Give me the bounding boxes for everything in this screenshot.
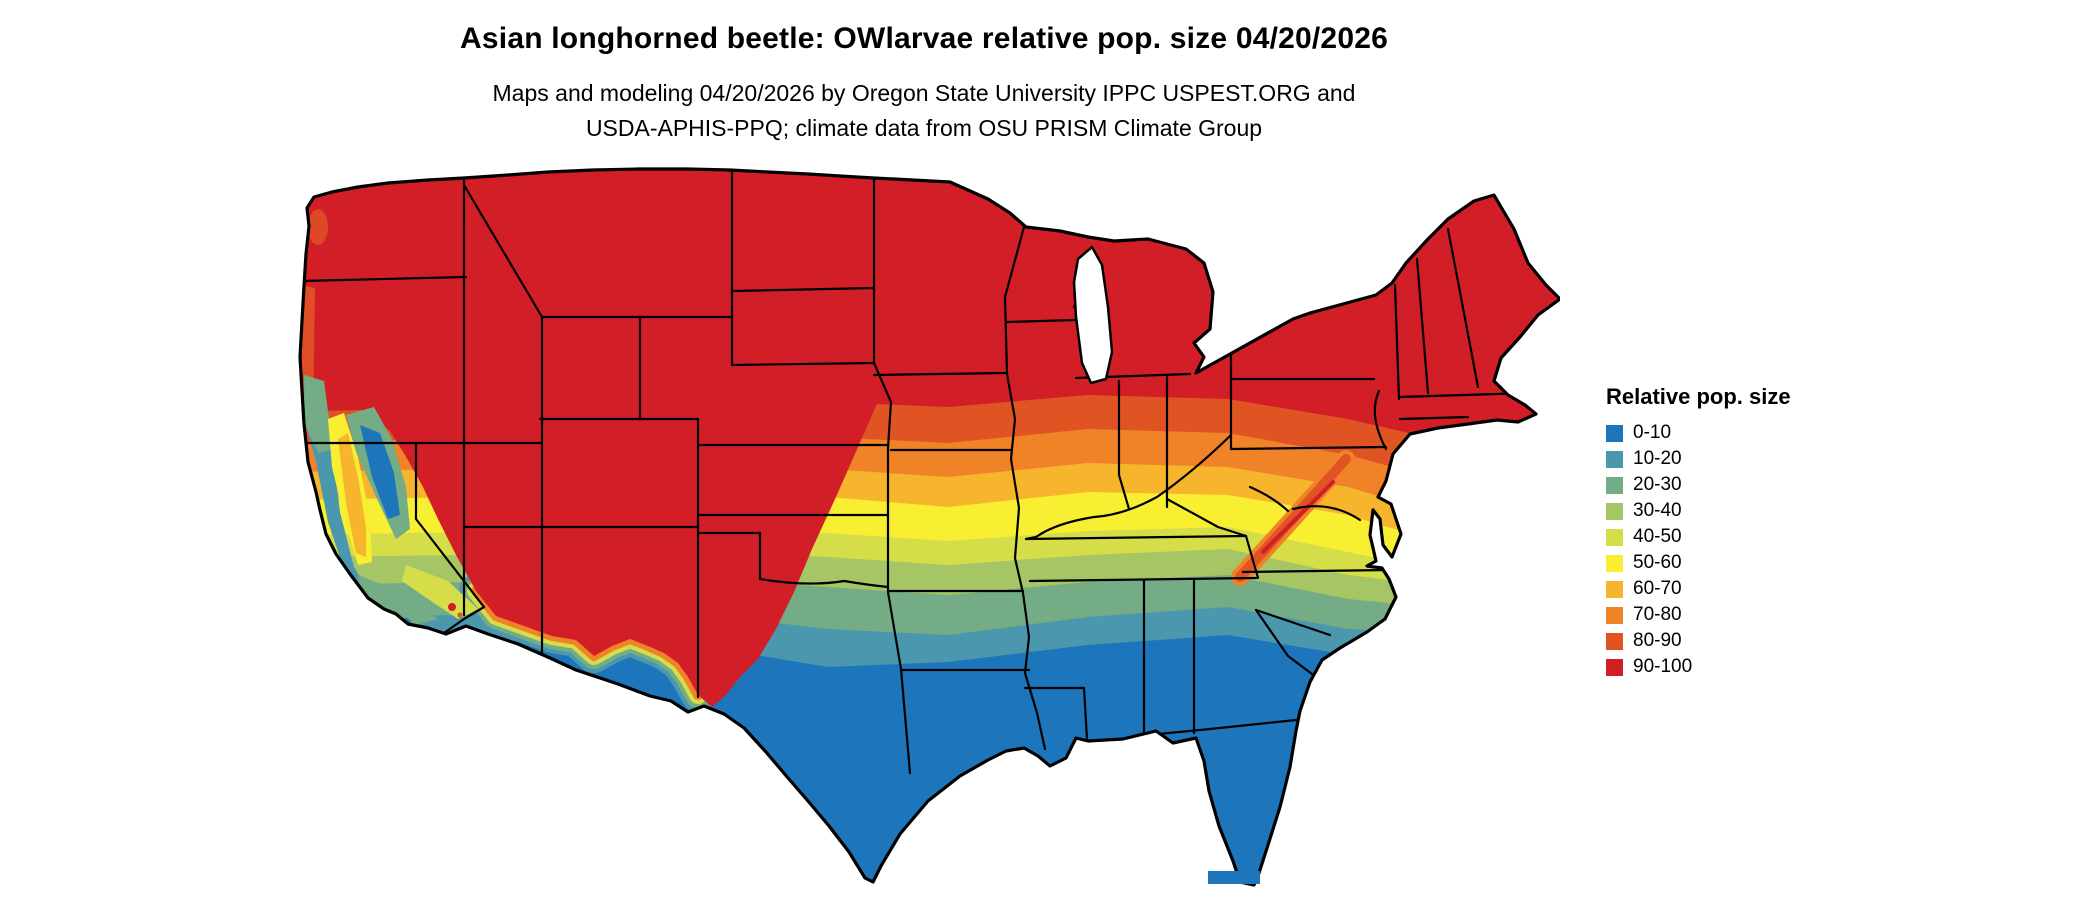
florida-keys-bar (1208, 871, 1260, 884)
border-nc-sc (1254, 608, 1332, 637)
legend-label: 80-90 (1633, 630, 1682, 651)
legend-label: 10-20 (1633, 448, 1682, 469)
border-sc-ga (1254, 608, 1314, 676)
legend-label: 30-40 (1633, 500, 1682, 521)
border-ky-va (1165, 497, 1248, 538)
legend-item: 10-20 (1606, 446, 1936, 472)
legend-swatch (1606, 658, 1623, 676)
legend-swatch (1606, 528, 1623, 546)
border-mississippi-river (1005, 372, 1047, 751)
legend-label: 90-100 (1633, 656, 1693, 677)
legend-label: 20-30 (1633, 474, 1682, 495)
legend-item: 90-100 (1606, 654, 1936, 680)
border-ky-tn (1024, 534, 1248, 541)
header: Asian longhorned beetle: OWlarvae relati… (174, 22, 1674, 145)
socal-ranges (358, 575, 438, 625)
interior-west-red-blob (348, 397, 880, 707)
border-ca-nv (414, 441, 486, 609)
appalachian-streak-red (1261, 480, 1335, 554)
legend-swatch (1606, 580, 1623, 598)
border-va-md (1291, 505, 1362, 522)
border-nd-sd (730, 286, 876, 293)
border-la-ms (1023, 686, 1089, 741)
puget-patch (308, 209, 328, 245)
san-bernardino-red-speck (448, 603, 456, 611)
border-mn-wi (1003, 225, 1026, 376)
border-wa-or (300, 275, 468, 283)
border-ny-vt (1393, 283, 1401, 401)
border-id-mt (462, 183, 544, 319)
appalachian-streak-redorange (1235, 454, 1351, 582)
north-coast-green (304, 375, 333, 453)
border-ca-az (442, 605, 486, 635)
legend-swatch (1606, 450, 1623, 468)
socal-orange-speck (457, 612, 463, 618)
legend-swatch (1606, 606, 1623, 624)
subtitle-line-2: USDA-APHIS-PPQ; climate data from OSU PR… (585, 114, 1263, 141)
us-map (288, 167, 1562, 892)
border-wi-il (1005, 318, 1078, 324)
legend-item: 60-70 (1606, 576, 1936, 602)
page-title: Asian longhorned beetle: OWlarvae relati… (460, 22, 1388, 55)
border-sd-ne (730, 361, 876, 367)
border-ohio-river (1024, 433, 1233, 541)
channel-island-1 (371, 631, 381, 637)
border-pa-south (1229, 445, 1388, 451)
border-tn-south (1028, 576, 1258, 583)
legend-item: 40-50 (1606, 524, 1936, 550)
sierra-nevada-blue (360, 425, 400, 519)
legend-label: 70-80 (1633, 604, 1682, 625)
legend-swatch (1606, 476, 1623, 494)
subtitle-line-1: Maps and modeling 04/20/2026 by Oregon S… (492, 80, 1356, 106)
lake-michigan (1072, 245, 1114, 385)
legend-swatch (1606, 554, 1623, 572)
us-outline (298, 167, 1562, 887)
legend-item: 80-90 (1606, 628, 1936, 654)
border-fl-north (1146, 718, 1298, 737)
border-ma-ct (1398, 415, 1470, 421)
legend-label: 60-70 (1633, 578, 1682, 599)
map-legend: Relative pop. size 0-10 10-20 20-30 30-4… (1606, 384, 1936, 680)
legend-item: 20-30 (1606, 472, 1936, 498)
legend-label: 40-50 (1633, 526, 1682, 547)
legend-item: 0-10 (1606, 420, 1936, 446)
border-wv-va (1248, 485, 1290, 513)
border-tx-ok (758, 531, 890, 589)
legend-swatch (1606, 424, 1623, 442)
legend-label: 50-60 (1633, 552, 1682, 573)
central-valley-core (338, 433, 366, 557)
channel-island-2 (383, 636, 391, 640)
legend-label: 0-10 (1633, 422, 1672, 443)
map-subtitle: Maps and modeling 04/20/2026 by Oregon S… (174, 76, 1674, 145)
border-mn-ia (872, 371, 1008, 377)
legend-swatch (1606, 632, 1623, 650)
border-vt-nh (1415, 257, 1430, 395)
mojave-patch (402, 565, 478, 619)
border-nj-pa (1373, 389, 1388, 451)
border-nh-me (1446, 227, 1480, 389)
legend-item: 30-40 (1606, 498, 1936, 524)
legend-item: 50-60 (1606, 550, 1936, 576)
legend-swatch (1606, 502, 1623, 520)
border-il-in (1117, 379, 1131, 511)
state-borders (300, 169, 1530, 775)
border-va-nc (1241, 568, 1390, 574)
la-basin-blue-speck (384, 615, 392, 623)
legend-item: 70-80 (1606, 602, 1936, 628)
us-choropleth-svg (298, 167, 1562, 887)
legend-title: Relative pop. size (1606, 384, 1791, 409)
